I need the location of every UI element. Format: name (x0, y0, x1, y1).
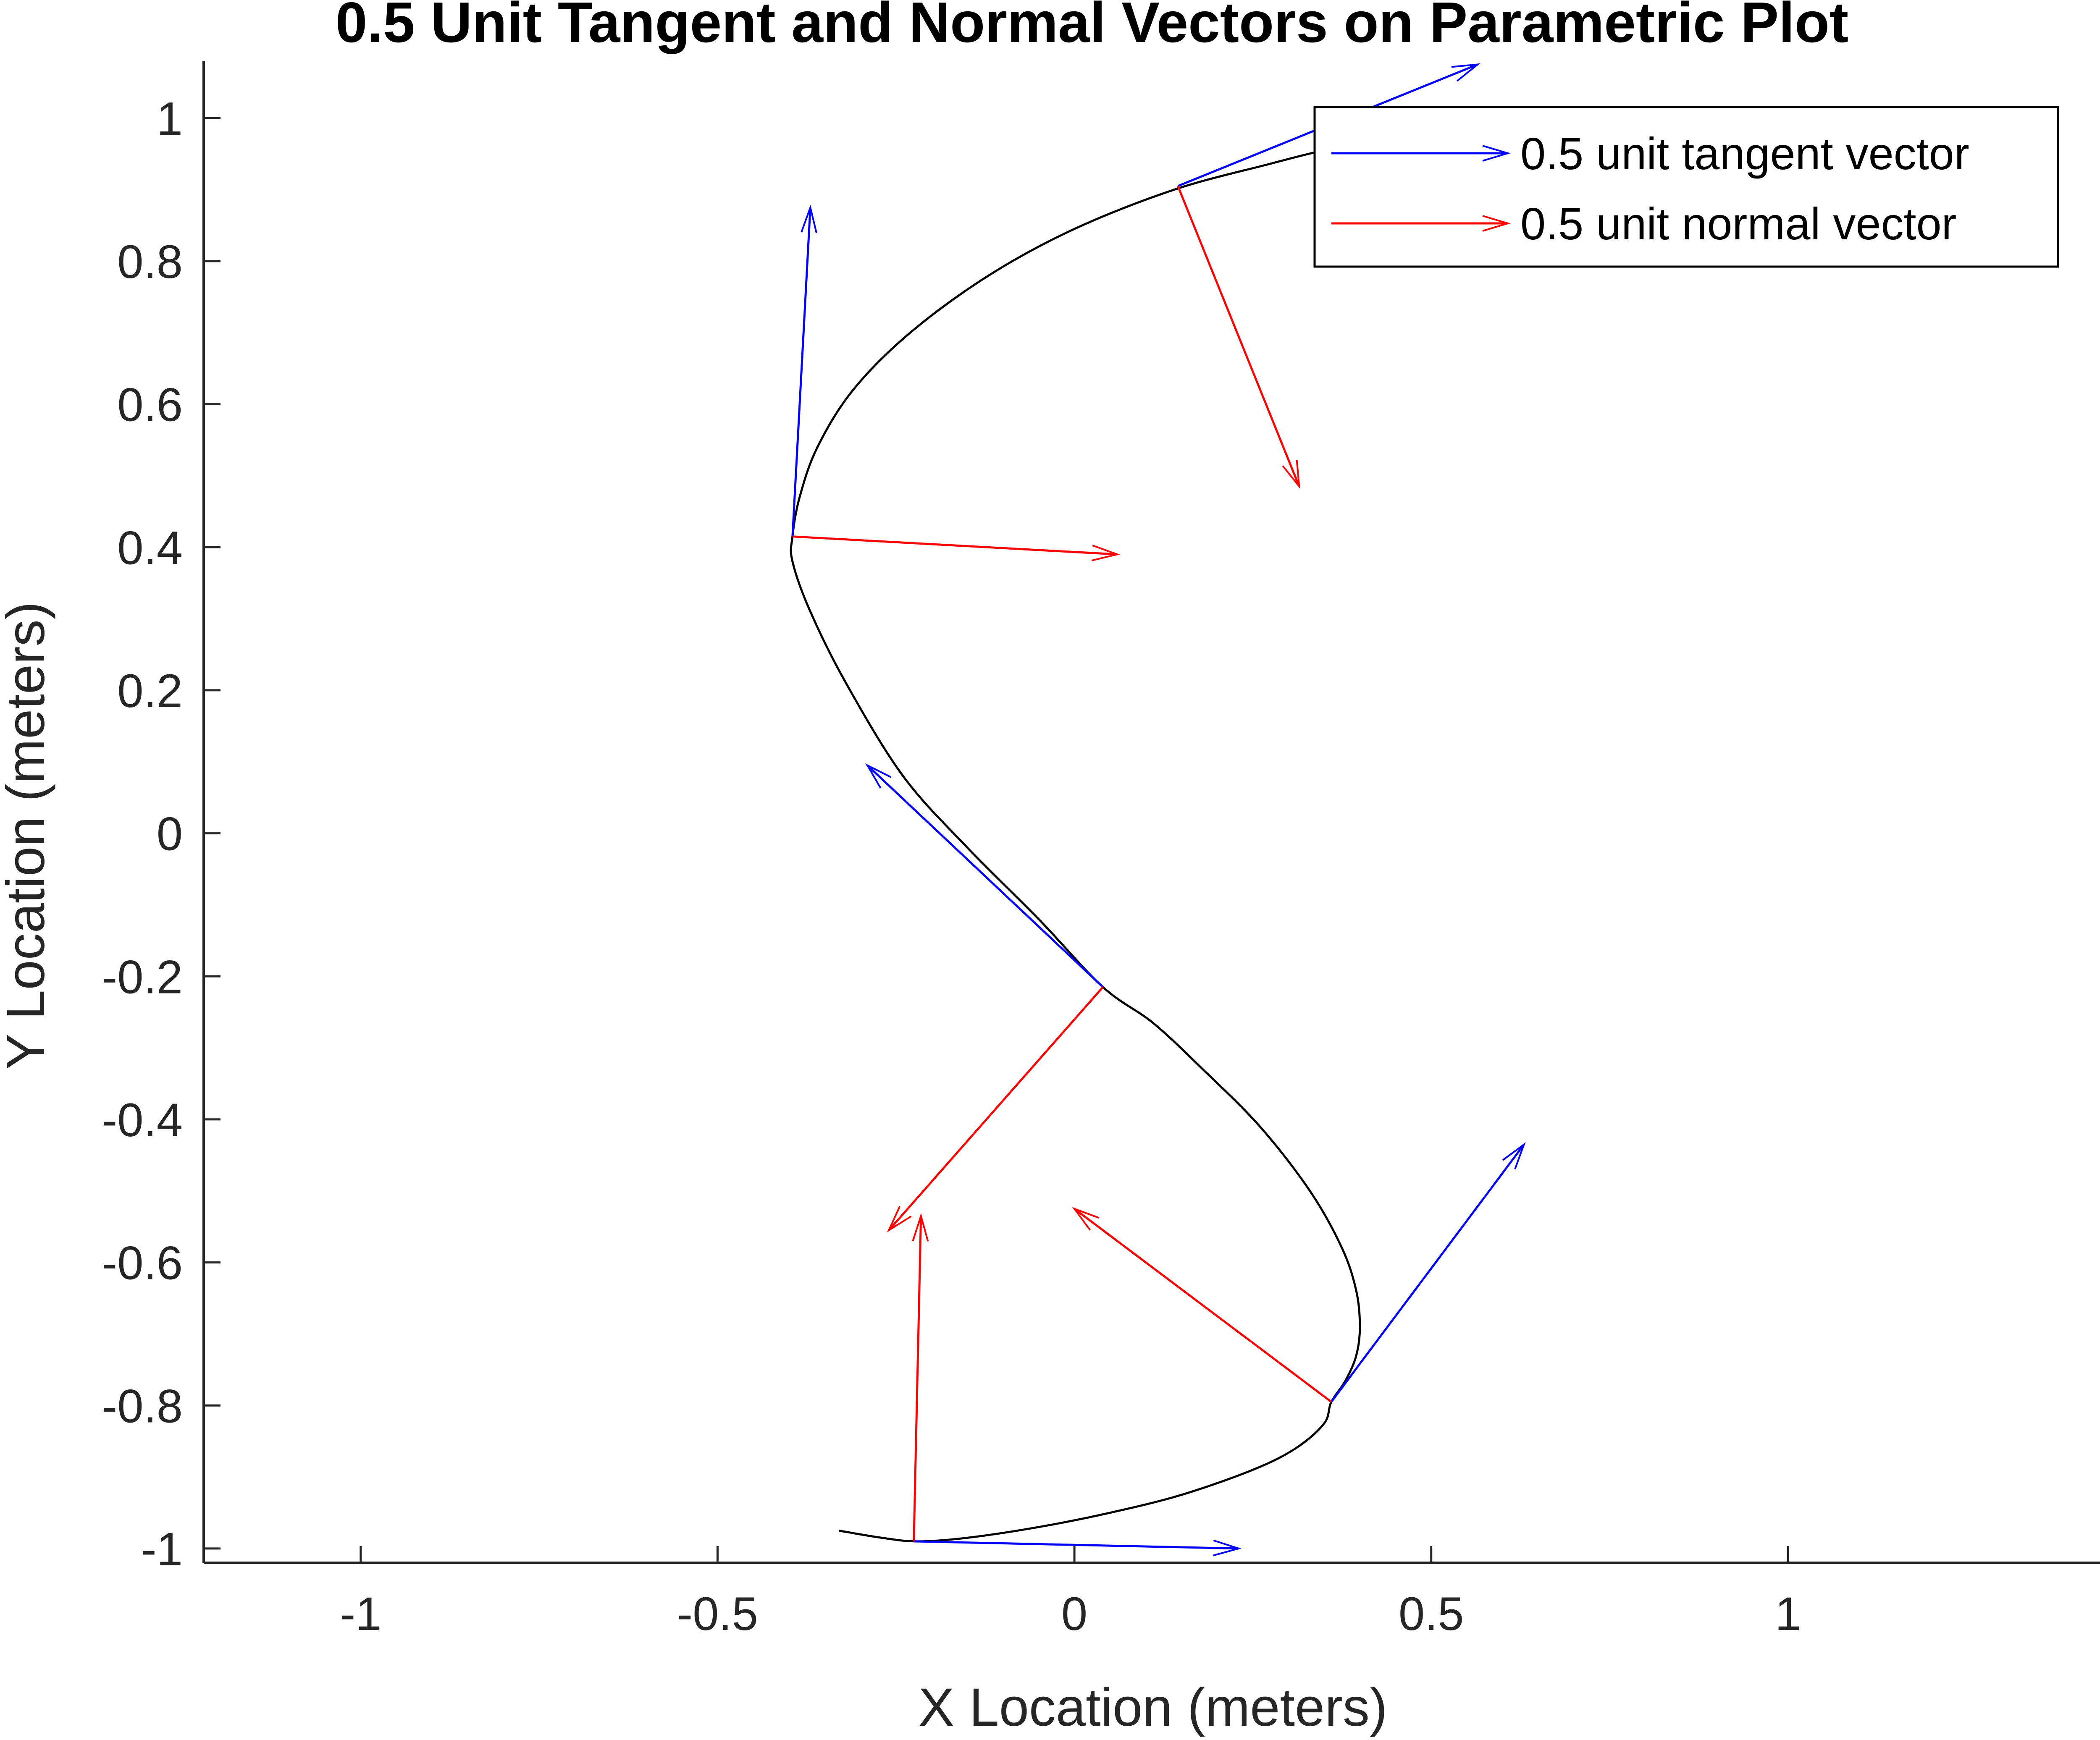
y-tick-label: -0.8 (102, 1380, 183, 1432)
y-tick-label: 0.2 (117, 665, 183, 717)
y-tick-label: -0.4 (102, 1094, 183, 1146)
legend: 0.5 unit tangent vector 0.5 unit normal … (1313, 106, 2059, 268)
axes (202, 61, 2100, 1564)
normal-vector (1072, 1207, 1332, 1403)
tangent-vector (914, 1539, 1242, 1557)
legend-label-normal: 0.5 unit normal vector (1520, 198, 1957, 249)
x-tick-label: -0.5 (677, 1588, 758, 1640)
y-axis-label: Y Location (meters) (0, 602, 56, 1070)
y-tick-label: -0.2 (102, 951, 183, 1003)
tangent-vector (865, 763, 1104, 988)
normal-vector (887, 986, 1104, 1233)
y-tick-label: 0.8 (117, 236, 183, 288)
x-tick-label: 1 (1775, 1588, 1801, 1640)
y-tick-label: -1 (141, 1523, 183, 1575)
legend-box (1313, 106, 2059, 268)
y-tick-label: 0.6 (117, 379, 183, 431)
legend-label-tangent: 0.5 unit tangent vector (1520, 128, 1969, 179)
normal-vector (1177, 186, 1300, 489)
x-tick-label: 0 (1061, 1588, 1087, 1640)
x-axis-label: X Location (meters) (919, 1677, 1388, 1737)
normal-vector (792, 535, 1120, 561)
x-tick-label: -1 (340, 1588, 382, 1640)
plot-area (790, 63, 1526, 1557)
x-tick-label: 0.5 (1399, 1588, 1464, 1640)
parametric-curve (790, 138, 1389, 1543)
y-tick-label: 1 (157, 92, 183, 145)
x-ticks: -1 -0.5 0 0.5 1 (340, 1546, 1801, 1640)
chart-title: 0.5 Unit Tangent and Normal Vectors on P… (336, 0, 1848, 54)
y-tick-label: -0.6 (102, 1237, 183, 1289)
y-tick-label: 0.4 (117, 521, 183, 574)
normal-vector (912, 1213, 929, 1541)
tangent-vector (791, 204, 818, 537)
tangent-vector (1330, 1142, 1526, 1403)
y-tick-label: 0 (157, 808, 183, 860)
y-ticks: -1 -0.8 -0.6 -0.4 -0.2 0 0.2 0.4 0.6 0.8 1 (102, 92, 220, 1575)
